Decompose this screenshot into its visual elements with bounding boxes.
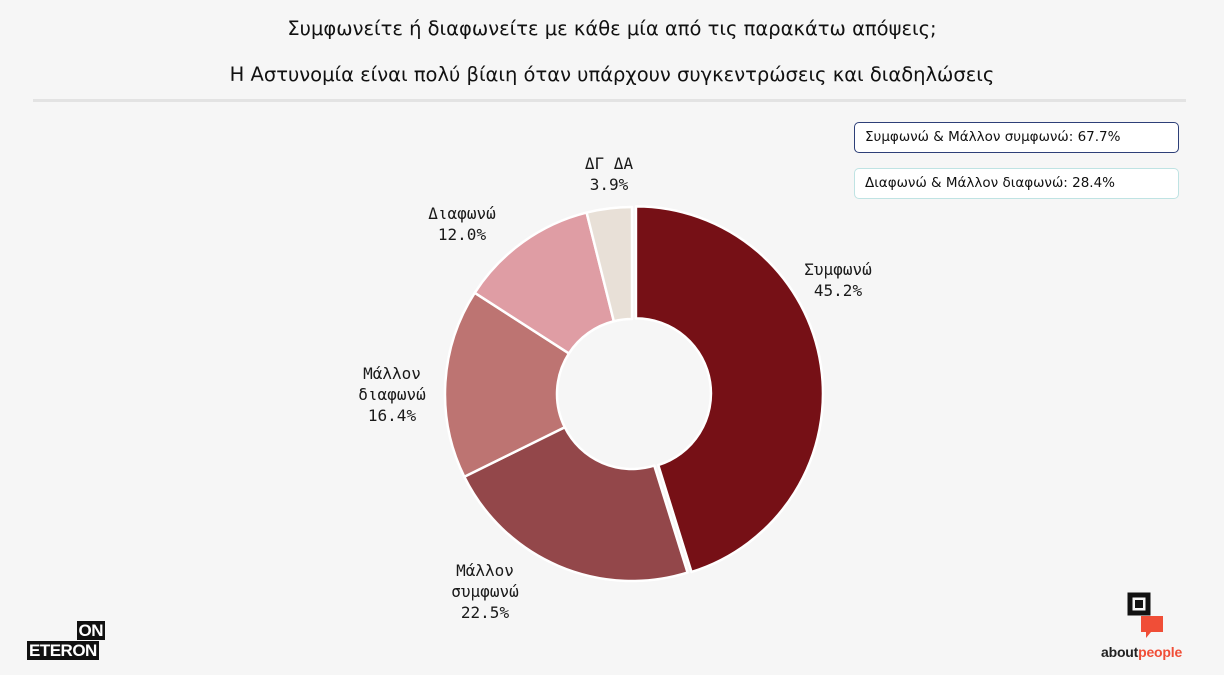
donut-slice xyxy=(473,211,616,355)
aboutpeople-wordmark-about: about xyxy=(1101,644,1139,660)
slice-category-label: ΔΓ ΔΑ xyxy=(585,154,634,173)
donut-slice xyxy=(634,205,825,574)
slice-value-label: 3.9% xyxy=(590,175,629,194)
eteron-logo: ON ETERON xyxy=(27,621,105,661)
aboutpeople-logo: aboutpeople xyxy=(1100,592,1196,664)
aboutpeople-wordmark-people: people xyxy=(1138,644,1183,660)
slice-category-label: Μάλλον xyxy=(363,364,421,383)
agree-summary-badge: Συμφωνώ & Μάλλον συμφωνώ: 67.7% xyxy=(854,122,1179,153)
aboutpeople-wordmark: aboutpeople xyxy=(1101,644,1182,660)
donut-slice xyxy=(463,425,689,583)
donut-slice xyxy=(585,205,634,323)
eteron-logo-bottom: ETERON xyxy=(27,641,99,660)
eteron-logo-top: ON xyxy=(76,621,105,640)
donut-labels: Συμφωνώ 45.2% Μάλλον συμφωνώ 22.5% Μάλλον διαφ… xyxy=(358,154,872,622)
slice-category-label: διαφωνώ xyxy=(358,385,426,404)
slice-category-label: Μάλλον xyxy=(456,561,514,580)
donut-slice xyxy=(443,291,571,479)
chart-title-line-2: Η Αστυνομία είναι πολύ βίαιη όταν υπάρχο… xyxy=(229,63,995,86)
disagree-summary-badge: Διαφωνώ & Μάλλον διαφωνώ: 28.4% xyxy=(854,168,1179,199)
title-divider xyxy=(33,99,1186,102)
donut-slices xyxy=(443,205,825,583)
slice-value-label: 45.2% xyxy=(814,281,863,300)
slice-value-label: 12.0% xyxy=(438,225,487,244)
slice-value-label: 22.5% xyxy=(461,603,510,622)
aboutpeople-logo-mark xyxy=(1127,592,1163,638)
slice-category-label: Συμφωνώ xyxy=(804,260,872,279)
slice-value-label: 16.4% xyxy=(368,406,417,425)
slice-category-label: Διαφωνώ xyxy=(428,204,496,223)
slice-category-label: συμφωνώ xyxy=(451,582,519,601)
chart-title-line-1: Συμφωνείτε ή διαφωνείτε με κάθε μία από … xyxy=(287,17,937,40)
